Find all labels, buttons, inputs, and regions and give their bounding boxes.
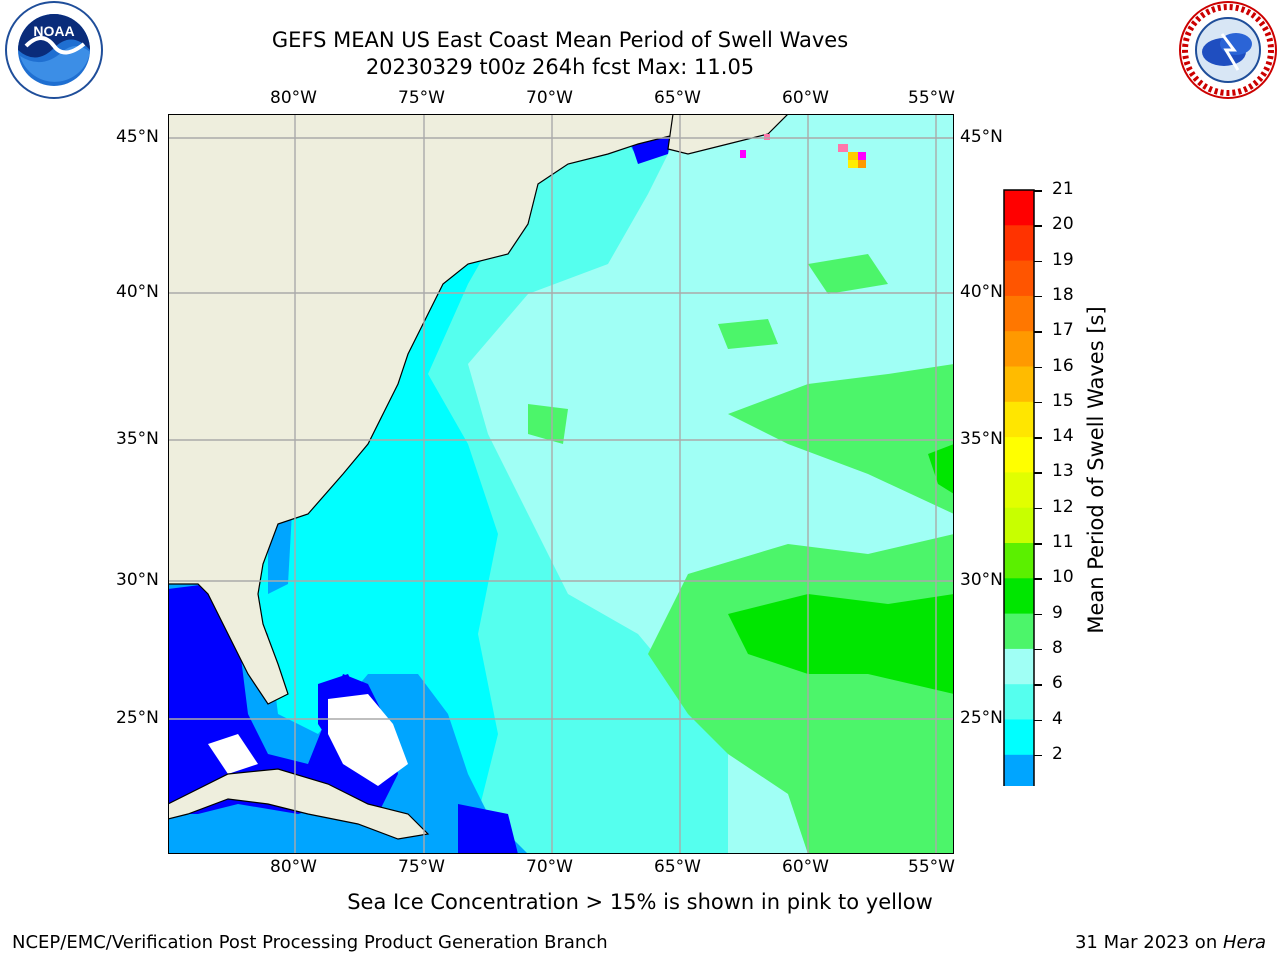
graticule [168,114,954,854]
lon-label-top: 80°W [270,88,317,108]
colorbar-bin [1004,331,1034,367]
colorbar-bin [1004,190,1034,226]
lon-label-top: 60°W [782,88,829,108]
colorbar-bin [1004,507,1034,544]
lon-label-bottom: 65°W [654,857,701,877]
colorbar-bin [1004,225,1034,262]
colorbar-bin [1004,472,1034,509]
lon-label-bottom: 55°W [908,857,955,877]
colorbar-tick-mark [1034,401,1042,404]
colorbar-tick-label: 9 [1052,602,1063,623]
colorbar-tick-label: 20 [1052,214,1074,235]
map-title: GEFS MEAN US East Coast Mean Period of S… [271,28,849,52]
svg-text:NOAA: NOAA [33,23,74,39]
colorbar-bin [1004,366,1034,403]
colorbar-tick-label: 13 [1052,461,1074,482]
lon-label-bottom: 75°W [398,857,445,877]
lon-label-top: 65°W [654,88,701,108]
lon-label-top: 75°W [398,88,445,108]
ocean-brightgreen-core [728,594,954,694]
colorbar-tick-mark [1034,719,1042,721]
nws-logo [1179,1,1277,99]
colorbar-bin [1004,437,1034,473]
lat-label-left: 30°N [116,570,159,590]
colorbar-tick-label: 15 [1052,390,1074,411]
colorbar-tick-label: 4 [1052,708,1063,729]
colorbar-tick-label: 6 [1052,673,1063,694]
colorbar-tick-mark [1034,225,1042,227]
footer-date: 31 Mar 2023 on Hera [1074,932,1266,953]
colorbar-bin [1004,754,1034,786]
map-subtitle: 20230329 t00z 264h fcst Max: 11.05 [365,55,755,79]
colorbar-bin [1004,295,1034,332]
colorbar-tick-mark [1034,260,1042,263]
noaa-logo: NOAA [5,1,103,99]
colorbar [1003,189,1035,786]
lat-label-left: 35°N [116,429,159,449]
colorbar-bin [1004,578,1034,615]
colorbar-tick-mark [1034,684,1042,686]
colorbar-tick-mark [1034,613,1042,616]
colorbar-tick-mark [1034,578,1042,580]
colorbar-tick-mark [1034,331,1042,333]
colorbar-tick-label: 21 [1052,179,1074,199]
lon-label-top: 70°W [526,88,573,108]
colorbar-tick-label: 11 [1052,532,1074,552]
colorbar-tick-mark [1034,507,1042,510]
colorbar-tick-mark [1034,437,1042,439]
colorbar-tick-mark [1034,754,1042,757]
lat-label-right: 40°N [960,282,1003,302]
lat-label-left: 45°N [116,127,159,147]
colorbar-tick-label: 8 [1052,637,1063,658]
colorbar-tick-mark [1034,295,1042,298]
colorbar-tick-mark [1034,190,1042,192]
colorbar-bin [1004,613,1034,650]
footer-credit: NCEP/EMC/Verification Post Processing Pr… [12,932,608,953]
colorbar-label: Mean Period of Swell Waves [s] [1084,306,1108,634]
footer-host: Hera [1222,932,1266,953]
swell-period-map [168,114,954,854]
colorbar-tick-mark [1034,366,1042,368]
lat-label-left: 40°N [116,282,159,302]
colorbar-tick-label: 12 [1052,496,1074,517]
colorbar-bin [1004,684,1034,720]
lat-label-right: 25°N [960,708,1003,728]
sea-ice-pixels [740,134,866,168]
colorbar-bin [1004,401,1034,438]
colorbar-tick-label: 17 [1052,320,1074,341]
lat-label-right: 30°N [960,570,1003,590]
colorbar-tick-label: 14 [1052,426,1074,447]
lon-label-bottom: 80°W [270,857,317,877]
colorbar-tick-label: 19 [1052,249,1074,270]
lat-label-left: 25°N [116,708,159,728]
colorbar-bin [1004,543,1034,579]
colorbar-tick-label: 10 [1052,567,1074,588]
colorbar-tick-label: 2 [1052,743,1063,764]
lon-label-bottom: 70°W [526,857,573,877]
sea-ice-note: Sea Ice Concentration > 15% is shown in … [347,890,933,914]
colorbar-tick-mark [1034,543,1042,545]
lat-label-right: 35°N [960,429,1003,449]
lat-label-right: 45°N [960,127,1003,147]
colorbar-tick-mark [1034,472,1042,474]
colorbar-tick-label: 18 [1052,284,1074,305]
no-data-region [328,694,408,786]
ocean-green-region-east [728,364,954,514]
colorbar-bin [1004,648,1034,685]
colorbar-bin [1004,719,1034,756]
colorbar-bin [1004,260,1034,297]
colorbar-tick-label: 16 [1052,355,1074,376]
lon-label-top: 55°W [908,88,955,108]
colorbar-tick-mark [1034,648,1042,651]
lon-label-bottom: 60°W [782,857,829,877]
